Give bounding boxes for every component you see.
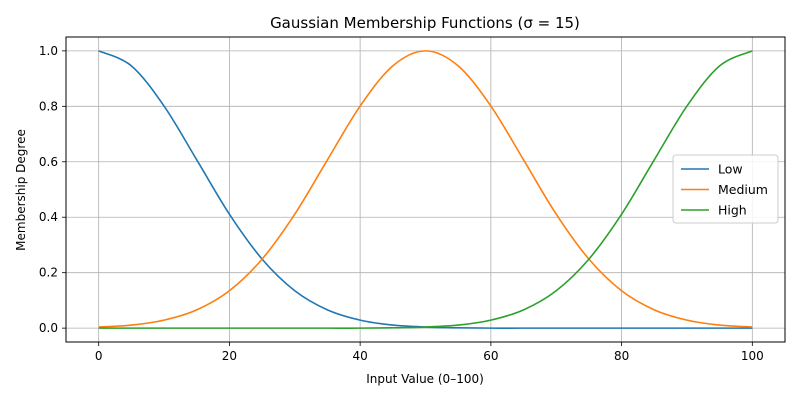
legend: Low Medium High — [672, 154, 779, 224]
y-tick-label: 1.0 — [39, 44, 58, 58]
y-tick-label: 0.0 — [39, 321, 58, 335]
x-tick-label: 100 — [741, 349, 764, 363]
chart-title: Gaussian Membership Functions (σ = 15) — [270, 14, 580, 32]
x-tick-label: 80 — [614, 349, 629, 363]
series-line-medium — [98, 50, 753, 328]
y-axis-ticks: 0.0 0.2 0.4 0.6 0.8 1.0 — [39, 44, 66, 335]
legend-label-high: High — [718, 203, 747, 218]
y-tick-label: 0.6 — [39, 155, 58, 169]
y-tick-label: 0.8 — [39, 99, 58, 113]
y-tick-label: 0.2 — [39, 266, 58, 280]
y-axis-label: Membership Degree — [14, 129, 28, 251]
x-tick-label: 60 — [483, 349, 498, 363]
plot-frame — [65, 36, 786, 343]
x-tick-label: 0 — [95, 349, 103, 363]
legend-label-medium: Medium — [718, 182, 768, 197]
x-tick-label: 20 — [222, 349, 237, 363]
legend-box — [672, 154, 779, 224]
y-tick-label: 0.4 — [39, 210, 58, 224]
x-axis-label: Input Value (0–100) — [366, 372, 484, 386]
x-tick-label: 40 — [352, 349, 367, 363]
x-axis-ticks: 0 20 40 60 80 100 — [95, 342, 764, 363]
series-lines — [98, 50, 753, 329]
legend-label-low: Low — [718, 162, 743, 177]
series-line-high — [98, 50, 753, 329]
